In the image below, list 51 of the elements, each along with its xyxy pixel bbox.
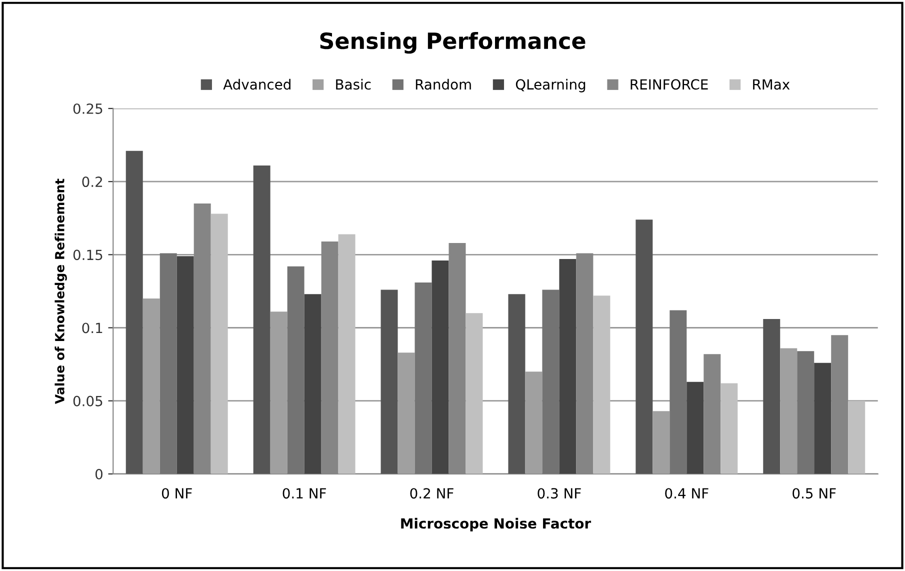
bar: [142, 298, 160, 474]
bar: [670, 310, 687, 474]
x-tick-label: 0.2 NF: [410, 488, 454, 499]
y-tick-label: 0: [95, 468, 102, 480]
y-tick-label: 0.25: [73, 103, 102, 114]
y-tick-label: 0.05: [73, 396, 102, 406]
bar: [686, 382, 704, 474]
bar: [126, 150, 143, 474]
bar: [253, 166, 270, 474]
bar: [720, 383, 738, 474]
chart-title: Sensing Performance: [320, 32, 586, 54]
bar: [176, 256, 194, 474]
bar: [763, 318, 780, 474]
legend-label: QLearning: [516, 78, 586, 92]
bar: [466, 313, 483, 474]
bar: [398, 352, 415, 474]
bar: [210, 214, 228, 474]
x-tick-label: 0.4 NF: [665, 488, 708, 499]
bar: [542, 290, 560, 474]
bar: [287, 266, 304, 474]
bar: [414, 282, 432, 474]
bar: [559, 259, 576, 474]
x-tick-label: 0.1 NF: [282, 488, 326, 499]
bar: [380, 290, 398, 474]
x-tick-label: 0.5 NF: [792, 488, 836, 499]
legend-label: Basic: [336, 78, 371, 90]
bar: [304, 294, 322, 474]
bar: [432, 260, 449, 474]
bar: [814, 362, 832, 474]
bar: [797, 351, 814, 474]
y-tick-label: 0.2: [82, 176, 102, 188]
legend-label: RMax: [753, 79, 790, 90]
bar: [508, 294, 526, 474]
bar: [780, 348, 798, 474]
legend-label: REINFORCE: [630, 79, 708, 90]
x-axis-title: Microscope Noise Factor: [401, 518, 592, 532]
bar: [636, 220, 653, 474]
y-axis-title: Value of Knowledge Refinement: [54, 178, 67, 404]
bar: [593, 296, 610, 474]
bar: [160, 253, 177, 474]
x-tick-label: 0.3 NF: [538, 488, 581, 499]
bar: [525, 372, 542, 474]
bar: [848, 400, 866, 474]
legend-label: Advanced: [223, 78, 290, 90]
bar: [338, 234, 356, 474]
y-tick-label: 0.1: [82, 322, 102, 334]
bar: [270, 312, 288, 474]
bar: [652, 411, 670, 474]
y-tick-label: 0.15: [73, 250, 102, 260]
legend-label: Random: [416, 78, 471, 90]
x-tick-label: 0 NF: [162, 488, 192, 499]
